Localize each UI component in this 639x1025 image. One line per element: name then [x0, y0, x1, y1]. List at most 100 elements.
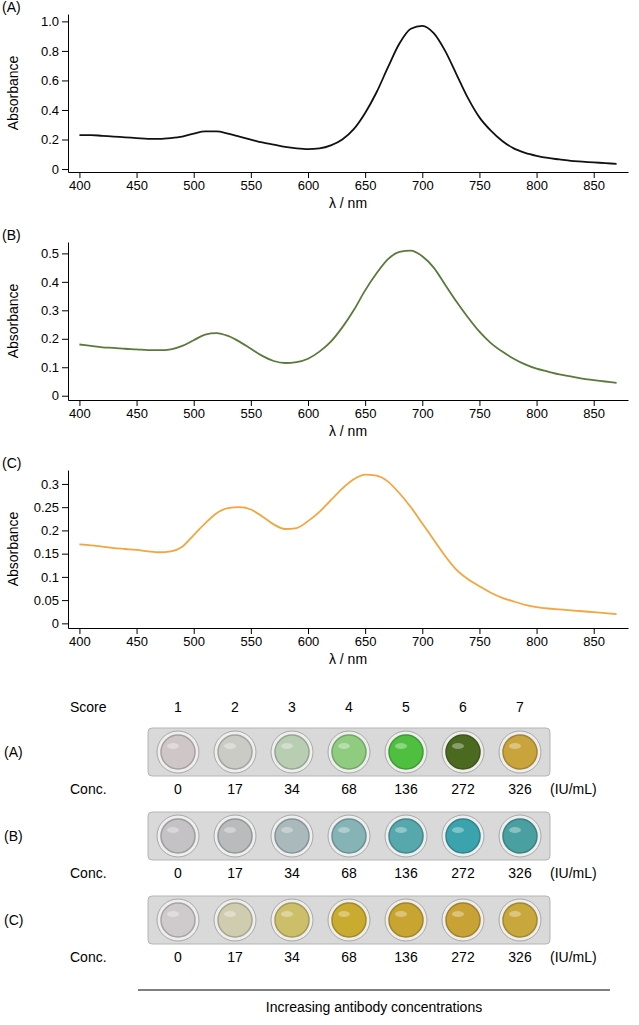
x-tick-label: 800: [526, 178, 548, 193]
x-tick-label: 700: [412, 178, 434, 193]
x-tick: 650: [355, 400, 377, 421]
y-tick-label: 0.5: [41, 246, 59, 261]
y-tick-label: 0: [52, 162, 59, 177]
x-axis-line: [69, 400, 629, 401]
x-tick-mark: [594, 628, 595, 634]
x-tick: 600: [298, 628, 320, 649]
x-tick-label: 700: [412, 634, 434, 649]
y-tick-label: 0.1: [41, 570, 59, 585]
conc-value: 0: [174, 781, 182, 797]
y-tick-mark: [62, 21, 68, 22]
well: [389, 735, 423, 769]
x-tick-mark: [594, 400, 595, 406]
well-reflection: [452, 743, 464, 749]
panel-label: (B): [2, 227, 21, 243]
y-tick-mark: [62, 51, 68, 52]
x-tick-label: 650: [355, 634, 377, 649]
y-tick: 0: [52, 616, 68, 631]
y-axis: 00.050.10.150.20.250.3: [34, 471, 69, 632]
conc-value: 34: [284, 949, 300, 965]
conc-label: Conc.: [70, 781, 107, 797]
y-tick-label: 0.4: [41, 275, 59, 290]
conc-value: 68: [341, 781, 357, 797]
x-tick-mark: [308, 400, 309, 406]
score-value: 7: [516, 699, 524, 715]
x-axis: 400450500550600650700750800850: [69, 400, 629, 421]
x-tick-mark: [594, 172, 595, 178]
well: [275, 735, 309, 769]
x-axis-title: λ / nm: [329, 651, 367, 667]
y-axis-line: [68, 243, 69, 401]
y-tick-mark: [62, 310, 68, 311]
x-tick: 600: [298, 172, 320, 193]
well-row: (C)Conc.0173468136272326(IU/mL): [4, 896, 597, 965]
x-tick: 850: [583, 628, 605, 649]
x-axis: 400450500550600650700750800850: [69, 172, 629, 193]
x-tick: 500: [183, 628, 205, 649]
x-tick-label: 450: [126, 178, 148, 193]
y-tick-label: 0.1: [41, 360, 59, 375]
x-tick-label: 550: [241, 634, 263, 649]
conc-value: 17: [227, 865, 243, 881]
y-tick-label: 0: [52, 616, 59, 631]
conc-value: 272: [451, 865, 475, 881]
well: [503, 903, 537, 937]
well-rim: [157, 899, 199, 941]
row-label: (A): [4, 744, 23, 760]
x-tick: 550: [241, 172, 263, 193]
y-axis: 00.20.40.60.81.0: [41, 14, 69, 177]
x-tick-label: 650: [355, 406, 377, 421]
x-axis: 400450500550600650700750800850: [69, 628, 629, 649]
x-tick: 550: [241, 628, 263, 649]
y-tick: 0.05: [34, 593, 68, 608]
conc-unit: (IU/mL): [550, 865, 597, 881]
well: [503, 735, 537, 769]
well-row: (A)Conc.0173468136272326(IU/mL): [4, 728, 597, 797]
well-row: (B)Conc.0173468136272326(IU/mL): [4, 812, 597, 881]
well: [332, 903, 366, 937]
conc-value: 68: [341, 949, 357, 965]
x-tick: 850: [583, 400, 605, 421]
y-axis-title: Absorbance: [5, 511, 21, 586]
y-tick: 0.5: [41, 246, 68, 261]
x-tick-label: 600: [298, 178, 320, 193]
well-rim: [271, 899, 313, 941]
x-axis-line: [69, 628, 629, 629]
line-chart: 40045050055060065070075080085000.050.10.…: [2, 455, 629, 667]
well-rim: [385, 815, 427, 857]
well-rim: [499, 815, 541, 857]
well-rim: [157, 815, 199, 857]
well: [218, 735, 252, 769]
spectrum-line: [79, 26, 616, 164]
y-tick: 0.4: [41, 103, 68, 118]
well-rim: [442, 899, 484, 941]
y-tick: 0.25: [34, 500, 68, 515]
y-tick: 0: [52, 162, 68, 177]
score-value: 4: [345, 699, 353, 715]
x-tick: 700: [412, 172, 434, 193]
well-rim: [328, 899, 370, 941]
x-tick-mark: [137, 628, 138, 634]
x-tick-mark: [365, 400, 366, 406]
y-tick-mark: [62, 80, 68, 81]
x-tick-label: 500: [183, 634, 205, 649]
well-reflection: [395, 911, 407, 917]
x-tick-label: 850: [583, 634, 605, 649]
x-tick-mark: [79, 628, 80, 634]
y-axis-title: Absorbance: [5, 55, 21, 130]
well-reflection: [167, 743, 179, 749]
conc-value: 136: [394, 865, 418, 881]
x-tick: 450: [126, 400, 148, 421]
well: [332, 819, 366, 853]
y-tick-label: 0.2: [41, 132, 59, 147]
well-reflection: [452, 827, 464, 833]
x-tick-mark: [308, 628, 309, 634]
conc-value: 272: [451, 781, 475, 797]
y-tick-mark: [62, 484, 68, 485]
well: [161, 735, 195, 769]
score-value: 2: [231, 699, 239, 715]
y-tick-mark: [62, 339, 68, 340]
conc-value: 68: [341, 865, 357, 881]
well: [389, 903, 423, 937]
y-tick-label: 0.8: [41, 44, 59, 59]
